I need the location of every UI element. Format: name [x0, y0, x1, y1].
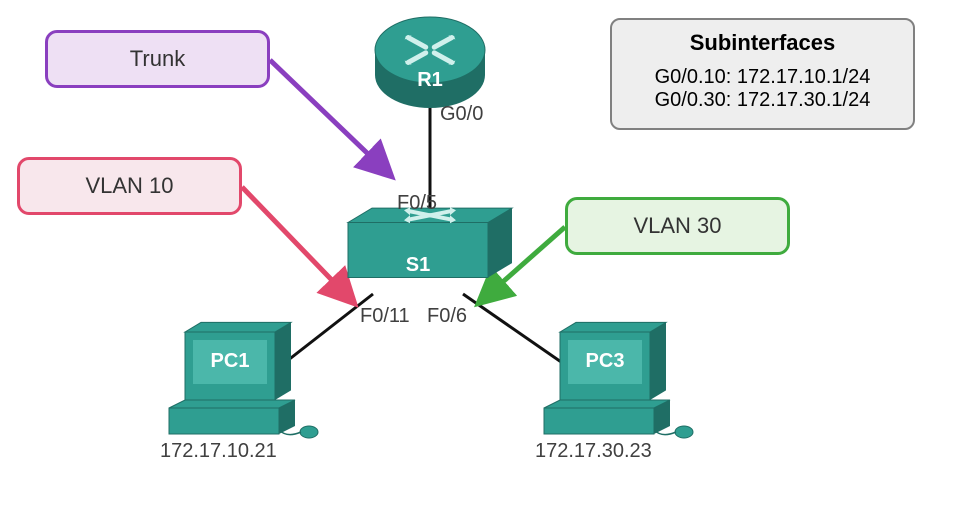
- switch-label: S1: [398, 254, 438, 277]
- callout-trunk: Trunk: [45, 30, 270, 88]
- pc1-icon: [169, 322, 318, 438]
- pc3-icon: [544, 322, 693, 438]
- subinterface-line-2: G0/0.30: 172.17.30.1/24: [632, 89, 893, 112]
- callout-vlan30-text: VLAN 30: [633, 213, 721, 239]
- pc3-label: PC3: [568, 350, 642, 373]
- port-label-g00: G0/0: [440, 103, 483, 126]
- port-label-f06: F0/6: [427, 305, 467, 328]
- port-label-f011: F0/11: [360, 305, 410, 328]
- port-label-f05: F0/5: [397, 192, 437, 215]
- callout-vlan10-text: VLAN 10: [85, 173, 173, 199]
- callout-trunk-text: Trunk: [130, 46, 185, 72]
- callout-vlan10: VLAN 10: [17, 157, 242, 215]
- router-label: R1: [410, 69, 450, 92]
- subinterfaces-panel: Subinterfaces G0/0.10: 172.17.10.1/24 G0…: [610, 18, 915, 130]
- callout-arrow-vlan10: [242, 187, 353, 302]
- callout-arrow-trunk: [270, 60, 390, 175]
- router-icon: [375, 17, 485, 108]
- pc1-label: PC1: [193, 350, 267, 373]
- callout-vlan30: VLAN 30: [565, 197, 790, 255]
- pc3-ip: 172.17.30.23: [535, 440, 652, 463]
- subinterface-line-1: G0/0.10: 172.17.10.1/24: [632, 66, 893, 89]
- pc1-ip: 172.17.10.21: [160, 440, 277, 463]
- subinterfaces-title: Subinterfaces: [632, 30, 893, 56]
